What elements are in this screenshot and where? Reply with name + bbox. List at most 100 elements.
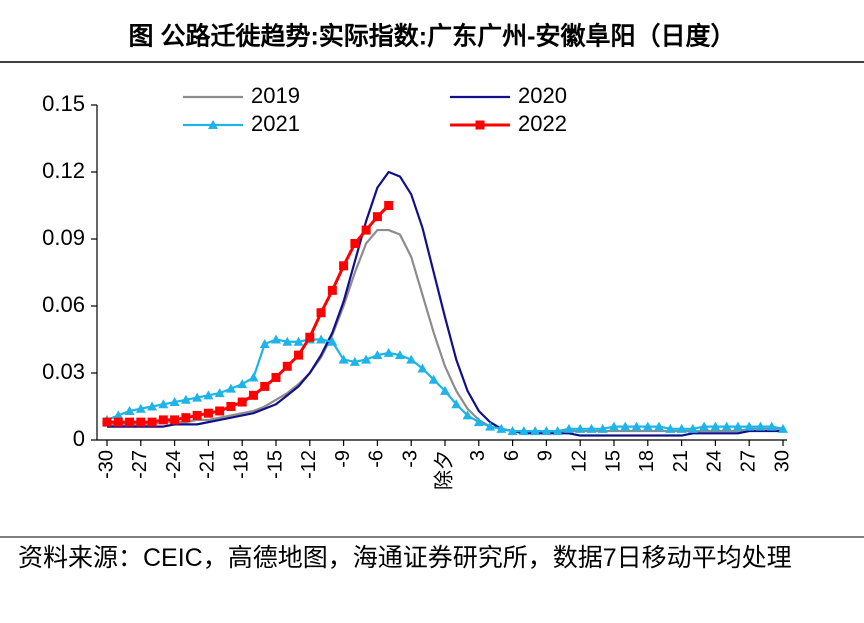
- x-tick-label: 30: [771, 450, 793, 472]
- point-marker: [744, 421, 755, 431]
- point-marker: [406, 354, 417, 364]
- y-tick-label: 0: [73, 426, 85, 451]
- point-marker: [135, 403, 146, 413]
- series-line: [107, 170, 783, 437]
- x-tick-label: 15: [602, 450, 624, 472]
- point-marker: [417, 363, 428, 373]
- point-marker: [158, 399, 169, 409]
- point-marker: [361, 354, 372, 364]
- chart-title: 图 公路迁徙趋势:实际指数:广东广州-安徽阜阳（日度）: [129, 22, 736, 51]
- point-marker: [102, 417, 112, 427]
- point-marker: [755, 421, 766, 431]
- point-marker: [721, 421, 732, 431]
- point-marker: [124, 405, 135, 415]
- point-marker: [158, 415, 168, 425]
- x-tick-label: -15: [264, 450, 286, 479]
- point-marker: [676, 423, 687, 433]
- point-marker: [642, 421, 653, 431]
- x-tick-label: 6: [501, 450, 523, 461]
- point-marker: [620, 421, 631, 431]
- point-marker: [654, 421, 665, 431]
- point-marker: [597, 423, 608, 433]
- point-marker: [260, 381, 270, 391]
- point-marker: [428, 374, 439, 384]
- y-tick-label: 0.15: [42, 91, 85, 116]
- y-tick-label: 0.03: [42, 359, 85, 384]
- x-tick-label: -27: [129, 450, 151, 479]
- series-line: [107, 228, 783, 433]
- point-marker: [181, 413, 191, 423]
- point-marker: [710, 421, 721, 431]
- point-marker: [699, 421, 710, 431]
- point-marker: [732, 421, 743, 431]
- point-marker: [294, 350, 304, 360]
- point-marker: [215, 406, 225, 416]
- point-marker: [248, 390, 258, 400]
- point-marker: [305, 332, 315, 342]
- point-marker: [473, 417, 484, 427]
- x-tick-label: -9: [332, 450, 354, 468]
- point-marker: [507, 426, 518, 436]
- point-marker: [147, 417, 157, 427]
- point-marker: [530, 426, 541, 436]
- point-marker: [349, 356, 360, 366]
- legend-label: 2020: [518, 83, 567, 108]
- point-marker: [192, 410, 202, 420]
- point-marker: [338, 354, 349, 364]
- point-marker: [372, 350, 383, 360]
- point-marker: [113, 410, 124, 420]
- point-marker: [237, 397, 247, 407]
- point-marker: [113, 417, 123, 427]
- legend-marker: [208, 120, 218, 129]
- point-marker: [462, 410, 473, 420]
- x-tick-label: 12: [568, 450, 590, 472]
- point-marker: [609, 421, 619, 431]
- point-marker: [203, 390, 214, 400]
- point-marker: [180, 394, 191, 404]
- x-tick-label: -3: [399, 450, 421, 468]
- x-tick-label: -6: [366, 450, 388, 468]
- point-marker: [563, 423, 574, 433]
- x-tick-label: -18: [230, 450, 252, 479]
- x-tick-label: 9: [535, 450, 557, 461]
- legend-marker: [475, 120, 485, 130]
- point-marker: [327, 285, 337, 295]
- x-tick-label: 24: [704, 450, 726, 472]
- point-marker: [575, 423, 586, 433]
- point-marker: [225, 383, 236, 393]
- legend-label: 2019: [251, 83, 300, 108]
- legend-label: 2022: [518, 111, 567, 136]
- point-marker: [778, 423, 788, 433]
- point-marker: [136, 417, 146, 427]
- x-tick-label: 21: [670, 450, 692, 472]
- point-marker: [440, 385, 450, 395]
- point-marker: [394, 350, 405, 360]
- point-marker: [169, 397, 180, 407]
- point-marker: [170, 415, 180, 425]
- point-marker: [316, 334, 327, 344]
- point-marker: [248, 372, 259, 382]
- point-marker: [327, 336, 338, 346]
- x-tick-label: 18: [636, 450, 658, 472]
- point-marker: [383, 347, 394, 357]
- point-marker: [350, 238, 360, 248]
- point-marker: [339, 261, 349, 271]
- point-marker: [293, 336, 304, 346]
- point-marker: [214, 388, 225, 398]
- point-marker: [282, 336, 293, 346]
- point-marker: [316, 308, 326, 318]
- x-tick-label: 3: [467, 450, 489, 461]
- x-tick-label: -24: [163, 450, 185, 479]
- point-marker: [496, 423, 507, 433]
- source-note: 资料来源：CEIC，高德地图，海通证券研究所，数据7日移动平均处理: [18, 544, 792, 572]
- series-line: [107, 204, 390, 424]
- point-marker: [372, 212, 382, 222]
- point-marker: [451, 399, 462, 409]
- point-marker: [518, 426, 529, 436]
- point-marker: [586, 423, 597, 433]
- point-marker: [192, 392, 203, 402]
- point-marker: [485, 421, 496, 431]
- point-marker: [271, 334, 281, 344]
- point-marker: [259, 338, 270, 348]
